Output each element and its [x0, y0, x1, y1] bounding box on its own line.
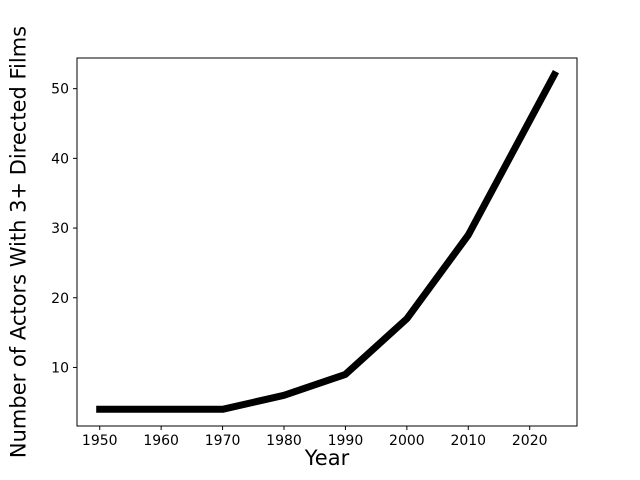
- x-tick-label: 1970: [205, 433, 241, 449]
- x-tick-label: 2020: [512, 433, 548, 449]
- y-tick-label: 30: [51, 221, 69, 237]
- axes-border: [76, 57, 578, 427]
- x-axis-title: Year: [304, 446, 350, 470]
- data-line: [96, 69, 560, 413]
- x-tick-label: 1960: [143, 433, 179, 449]
- y-tick-label: 50: [51, 82, 69, 98]
- x-tick-label: 1990: [328, 433, 364, 449]
- x-tick-label: 1950: [82, 433, 118, 449]
- y-tick-label: 40: [51, 151, 69, 167]
- y-axis-title: Number of Actors With 3+ Directed Films: [6, 25, 31, 459]
- y-tick-label: 10: [51, 360, 69, 376]
- x-tick-label: 2000: [389, 433, 425, 449]
- y-tick-label: 20: [51, 291, 69, 307]
- x-tick-label: 1980: [266, 433, 302, 449]
- x-tick-label: 2010: [450, 433, 486, 449]
